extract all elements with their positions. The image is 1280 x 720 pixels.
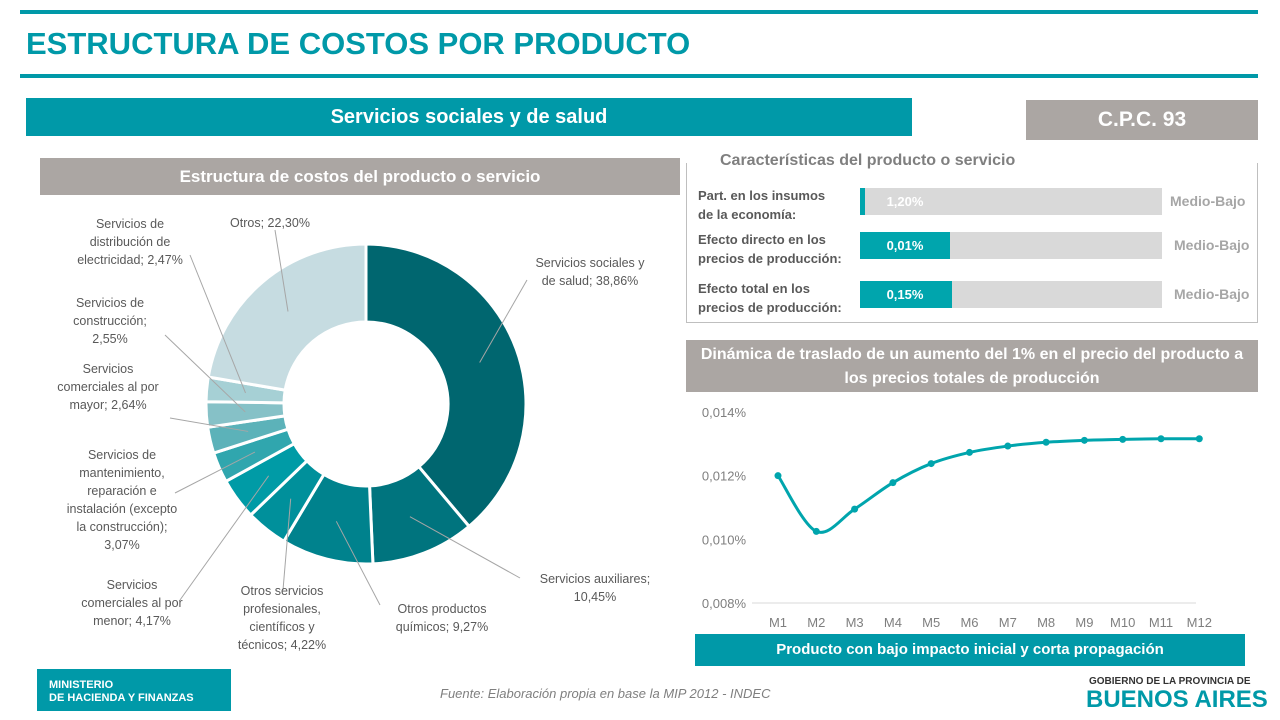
leader-line bbox=[409, 516, 521, 579]
x-tick-label: M5 bbox=[922, 615, 940, 630]
line-title-2: los precios totales de producción bbox=[844, 370, 1100, 387]
slice-data-label: Servicios de mantenimiento, reparación e in… bbox=[67, 448, 178, 552]
characteristic-label: Efecto directo en los precios de producci… bbox=[698, 232, 842, 266]
slice-data-label: Otros servicios profesionales, científicos… bbox=[238, 584, 326, 652]
y-tick-label: 0,008% bbox=[702, 596, 747, 611]
conclusion-banner: Producto con bajo impacto inicial y cort… bbox=[695, 634, 1245, 666]
data-point bbox=[1119, 435, 1127, 443]
slice-data-label: Servicios comerciales al por menor; 4,17% bbox=[81, 578, 182, 628]
x-tick-label: M2 bbox=[807, 615, 825, 630]
data-point bbox=[774, 472, 782, 480]
data-point bbox=[851, 505, 859, 513]
slice-data-label: Otros; 22,30% bbox=[230, 216, 310, 230]
data-point bbox=[1080, 436, 1088, 444]
x-tick-label: M12 bbox=[1187, 615, 1212, 630]
data-point bbox=[927, 460, 935, 468]
y-tick-label: 0,010% bbox=[702, 532, 747, 547]
x-tick-label: M10 bbox=[1110, 615, 1135, 630]
top-rule bbox=[20, 10, 1258, 14]
x-tick-label: M4 bbox=[884, 615, 902, 630]
series-line bbox=[776, 437, 1200, 534]
characteristic-bar: 0,01% bbox=[860, 232, 1162, 259]
slice-data-label: Servicios sociales y de salud; 38,86% bbox=[535, 256, 645, 288]
x-tick-label: M9 bbox=[1075, 615, 1093, 630]
source-note: Fuente: Elaboración propia en base la MI… bbox=[440, 686, 771, 701]
donut-slice bbox=[364, 242, 528, 529]
slice-data-label: Servicios comerciales al por mayor; 2,64% bbox=[57, 362, 158, 412]
data-point bbox=[1195, 435, 1203, 443]
characteristic-bar: 1,20% bbox=[860, 188, 1162, 215]
ministry-logo: MINISTERIO DE HACIENDA Y FINANZAS bbox=[37, 669, 231, 711]
ministry-line-2: DE HACIENDA Y FINANZAS bbox=[49, 692, 194, 704]
data-point bbox=[1157, 435, 1165, 443]
donut-slice bbox=[206, 242, 368, 392]
leader-line bbox=[174, 451, 256, 494]
characteristic-level: Medio-Bajo bbox=[1174, 237, 1250, 253]
x-tick-label: M1 bbox=[769, 615, 787, 630]
pie-section-title: Estructura de costos del producto o serv… bbox=[40, 158, 680, 195]
characteristics-title: Características del producto o servicio bbox=[712, 152, 1024, 170]
characteristic-value: 0,01% bbox=[886, 238, 924, 253]
slice-data-label: Servicios de distribución de electricidad;… bbox=[77, 217, 183, 267]
data-point bbox=[812, 527, 820, 535]
leader-line bbox=[189, 254, 246, 394]
data-point bbox=[966, 448, 973, 456]
characteristic-value: 1,20% bbox=[886, 194, 924, 209]
government-logo-name: BUENOS AIRES bbox=[1086, 686, 1268, 713]
leader-line bbox=[179, 475, 270, 601]
characteristic-bar-fill bbox=[860, 281, 952, 308]
leader-line bbox=[274, 229, 289, 312]
x-tick-label: M8 bbox=[1037, 615, 1055, 630]
characteristic-bar: 0,15% bbox=[860, 281, 1162, 308]
title-rule bbox=[20, 74, 1258, 78]
x-tick-label: M3 bbox=[846, 615, 864, 630]
characteristic-bar-fill bbox=[860, 188, 865, 215]
data-point bbox=[1004, 442, 1012, 450]
government-logo-top: GOBIERNO DE LA PROVINCIA DE bbox=[1089, 676, 1251, 687]
leader-line bbox=[479, 279, 528, 363]
characteristic-level: Medio-Bajo bbox=[1170, 193, 1246, 209]
x-tick-label: M6 bbox=[960, 615, 978, 630]
x-tick-label: M7 bbox=[999, 615, 1017, 630]
y-tick-label: 0,014% bbox=[702, 405, 747, 420]
line-chart-title: Dinámica de traslado de un aumento del 1… bbox=[686, 340, 1258, 392]
slice-data-label: Servicios auxiliares; 10,45% bbox=[540, 572, 650, 604]
leader-line bbox=[335, 521, 381, 606]
characteristic-bar-fill bbox=[860, 232, 950, 259]
cost-structure-donut-chart: Servicios sociales y de salud; 38,86% Serv… bbox=[57, 216, 650, 652]
cpc-badge: C.P.C. 93 bbox=[1026, 100, 1258, 140]
characteristic-label: Efecto total en los precios de producción… bbox=[698, 281, 842, 315]
slice-data-label: Servicios de construcción; 2,55% bbox=[73, 296, 147, 346]
data-point bbox=[889, 479, 897, 487]
characteristics-box bbox=[686, 163, 1258, 323]
slice-data-label: Otros productos químicos; 9,27% bbox=[396, 602, 488, 634]
data-point bbox=[1042, 438, 1050, 446]
leader-line bbox=[164, 334, 246, 413]
leader-line bbox=[282, 498, 292, 591]
y-tick-label: 0,012% bbox=[702, 469, 747, 484]
ministry-line-1: MINISTERIO bbox=[49, 679, 114, 691]
leader-line bbox=[169, 417, 249, 432]
propagation-line-chart: 0,008% 0,010% 0,012% 0,014% M1 M2 M3 M4 M5 M6 M7 M8… bbox=[702, 405, 1212, 630]
x-tick-label: M11 bbox=[1149, 615, 1173, 630]
characteristic-label: Part. en los insumos de la economía: bbox=[698, 188, 826, 222]
product-banner: Servicios sociales y de salud bbox=[26, 98, 912, 136]
characteristic-level: Medio-Bajo bbox=[1174, 286, 1250, 302]
characteristic-value: 0,15% bbox=[886, 287, 924, 302]
line-title-1: Dinámica de traslado de un aumento del 1… bbox=[700, 346, 1244, 363]
page-title: ESTRUCTURA DE COSTOS POR PRODUCTO bbox=[26, 26, 691, 61]
